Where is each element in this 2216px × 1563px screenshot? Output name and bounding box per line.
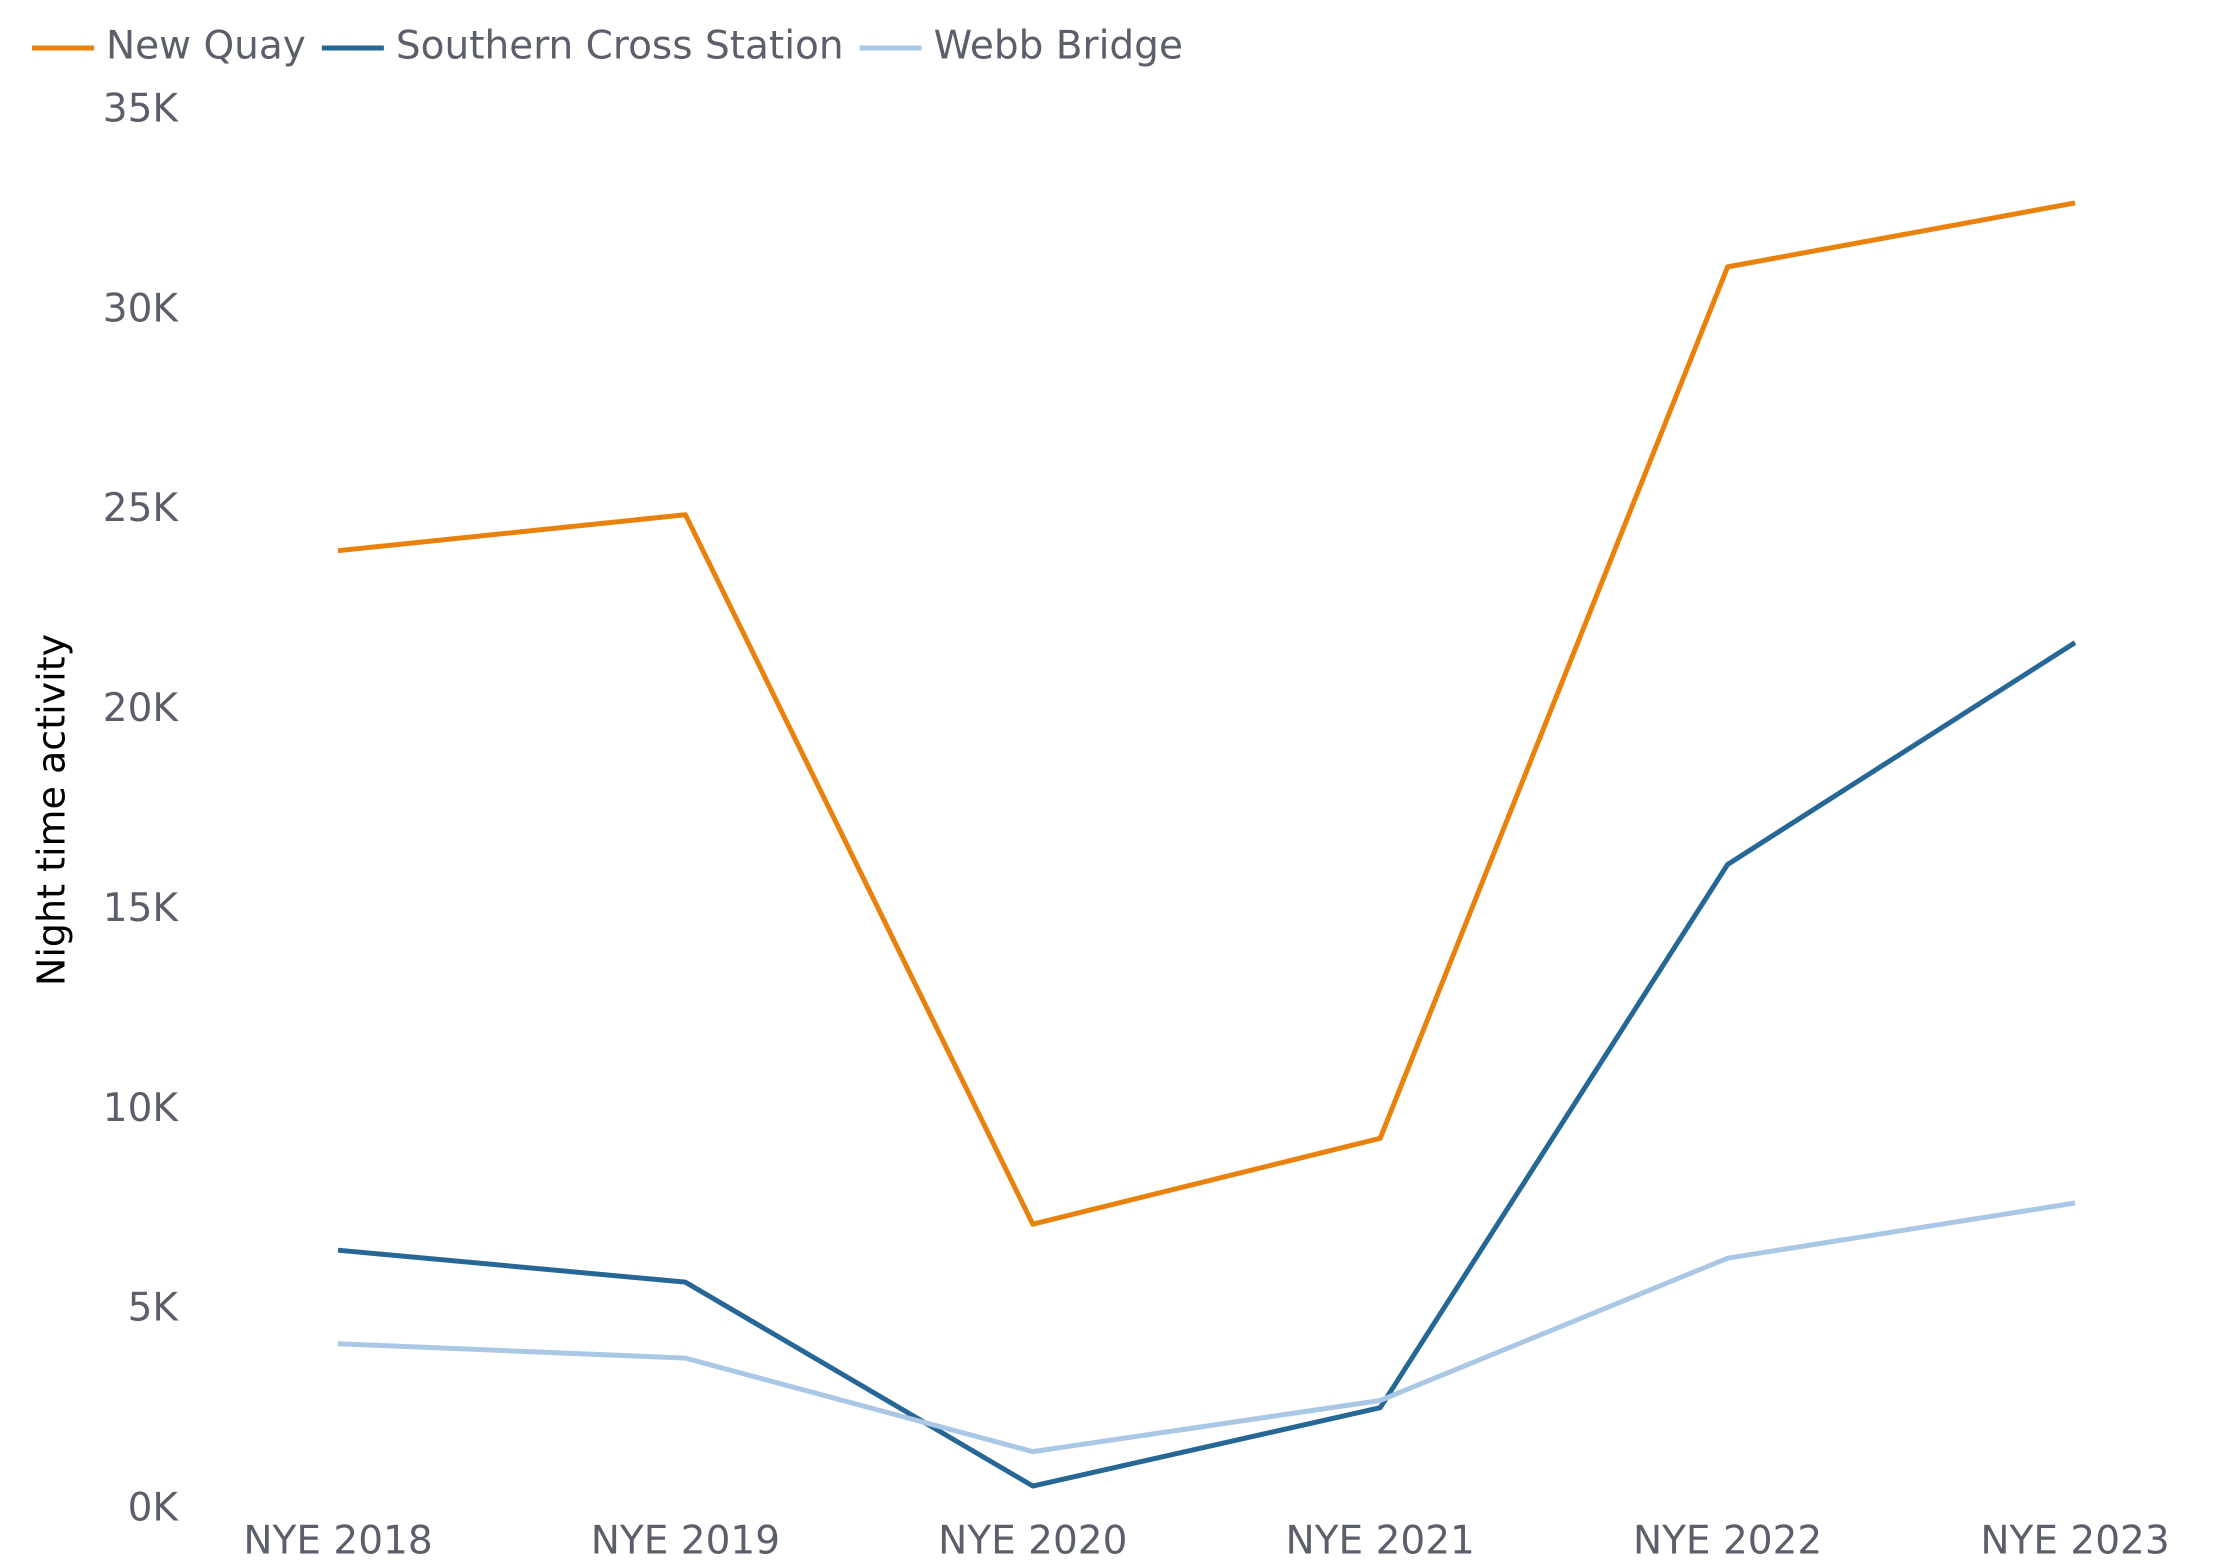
x-tick-label: NYE 2019 [591,1519,780,1560]
y-tick-label: 20K [103,686,180,731]
y-axis-title: Night time activity [30,634,74,986]
y-tick-label: 25K [103,486,180,531]
x-tick-label: NYE 2021 [1286,1519,1475,1560]
y-tick-label: 0K [128,1486,180,1531]
legend-label: Webb Bridge [934,24,1183,69]
y-tick-label: 15K [103,886,180,931]
legend-label: Southern Cross Station [396,24,844,69]
y-tick-label: 35K [103,87,180,132]
x-tick-label: NYE 2018 [243,1519,432,1560]
series-line [337,200,2076,1227]
x-tick-label: NYE 2023 [1980,1519,2169,1560]
y-tick-label: 5K [128,1286,180,1331]
series-line [337,1200,2076,1455]
y-tick-label: 30K [103,286,180,331]
series-line [337,640,2077,1489]
x-tick-label: NYE 2020 [938,1519,1127,1560]
y-tick-label: 10K [103,1086,180,1131]
x-tick-label: NYE 2022 [1633,1519,1822,1560]
legend-label: New Quay [106,24,306,69]
